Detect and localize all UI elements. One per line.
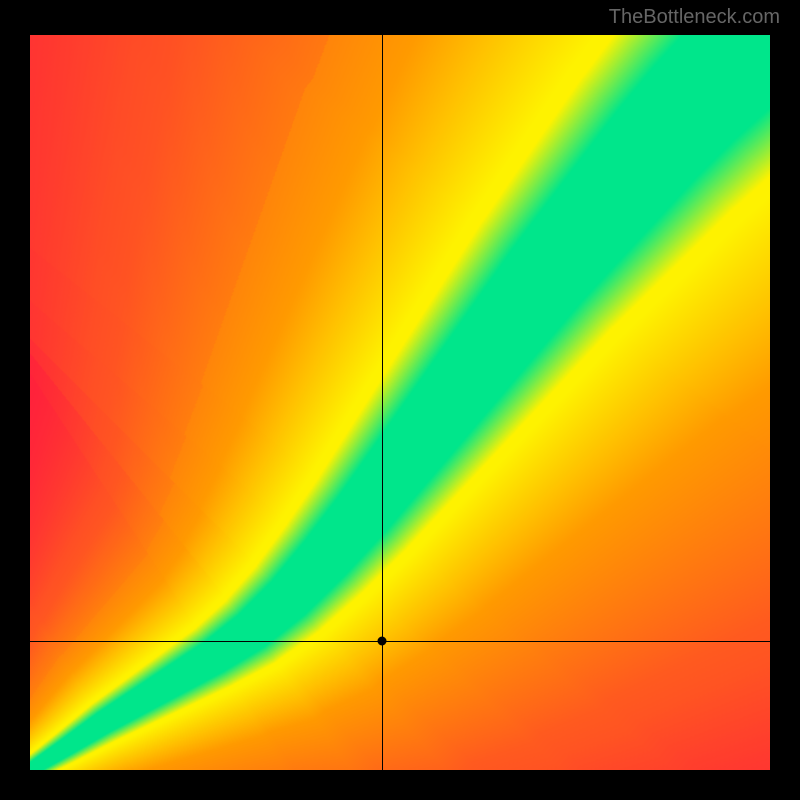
crosshair-horizontal xyxy=(30,641,770,642)
crosshair-marker xyxy=(378,637,387,646)
heatmap-canvas xyxy=(30,35,770,770)
chart-container: TheBottleneck.com xyxy=(0,0,800,800)
attribution-label: TheBottleneck.com xyxy=(609,6,780,29)
plot-area xyxy=(30,35,770,770)
crosshair-vertical xyxy=(382,35,383,770)
